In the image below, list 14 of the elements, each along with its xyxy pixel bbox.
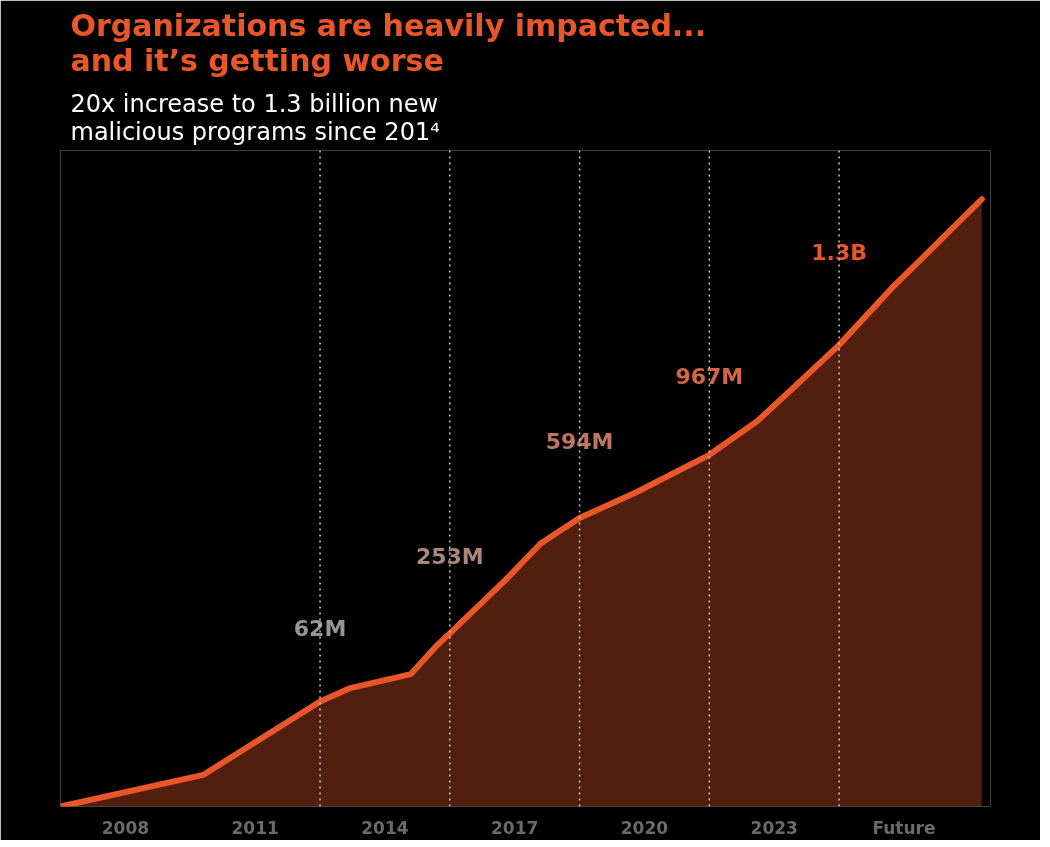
annotation: 967M xyxy=(675,363,744,389)
annotation: 253M xyxy=(415,544,484,569)
x-tick-label: Future xyxy=(872,817,936,838)
x-tick-label: 2014 xyxy=(361,817,409,838)
chart-title: Organizations are heavily impacted... and it’s getting worse xyxy=(70,7,707,78)
annotation: 594M xyxy=(545,429,614,455)
x-tick-label: 2020 xyxy=(620,817,669,838)
annotation: 1.3B xyxy=(811,240,867,266)
x-tick-label: 2023 xyxy=(750,817,798,838)
x-tick-label: 2011 xyxy=(231,817,279,838)
x-tick-label: 2008 xyxy=(101,817,150,838)
x-tick-label: 2017 xyxy=(491,817,539,838)
chart-subtitle: 20x increase to 1.3 billion new malicious programs since 201⁴ xyxy=(70,89,440,146)
annotation: 62M xyxy=(293,615,347,641)
